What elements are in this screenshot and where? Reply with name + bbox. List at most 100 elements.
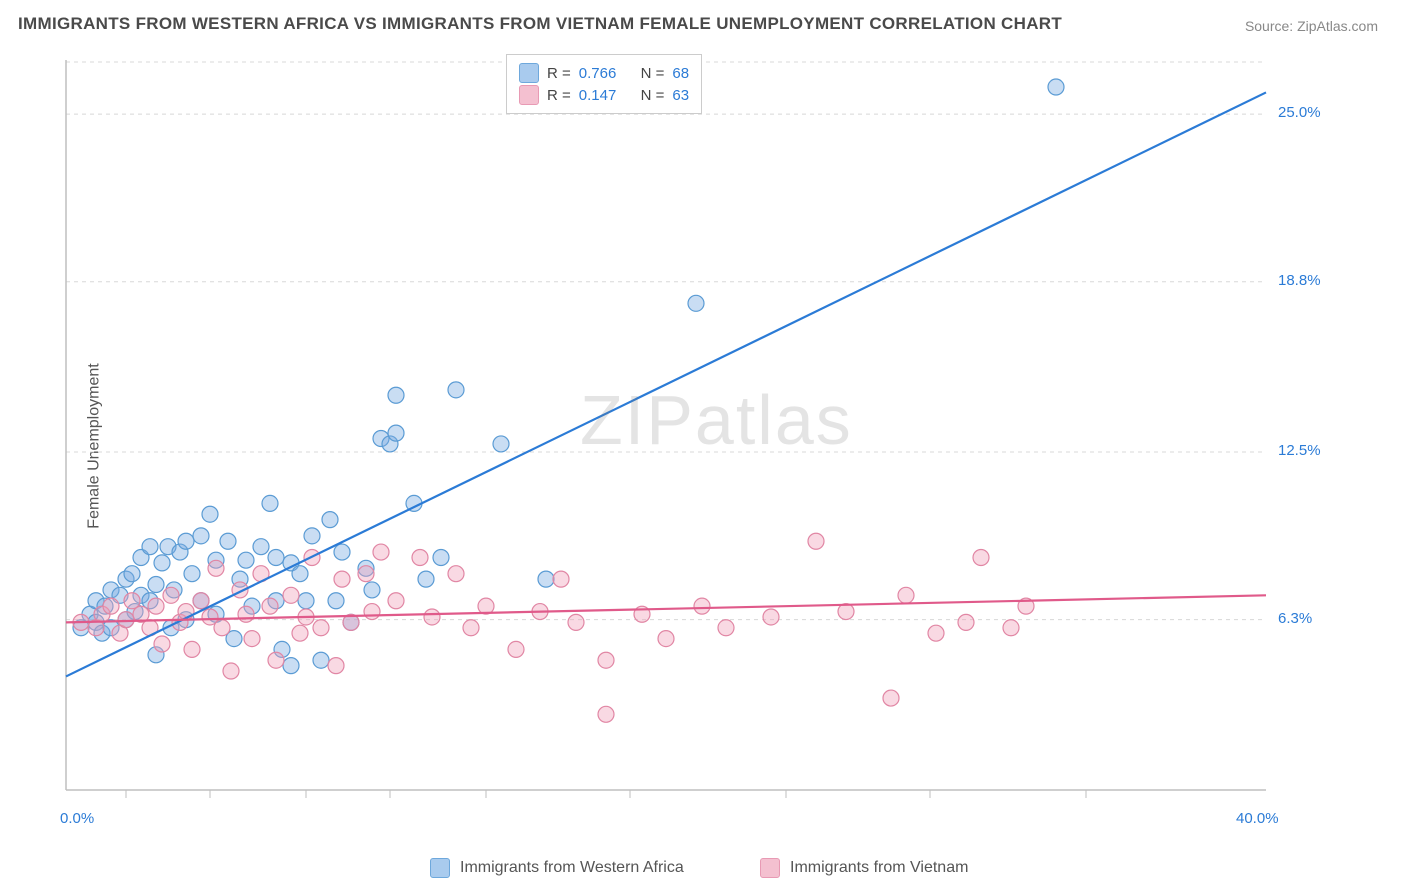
chart-title: IMMIGRANTS FROM WESTERN AFRICA VS IMMIGR… — [18, 14, 1062, 34]
data-point — [334, 571, 350, 587]
data-point — [1003, 620, 1019, 636]
data-point — [202, 506, 218, 522]
data-point — [598, 652, 614, 668]
data-point — [508, 641, 524, 657]
data-point — [322, 512, 338, 528]
data-point — [538, 571, 554, 587]
legend-swatch — [760, 858, 780, 878]
series-legend-label: Immigrants from Vietnam — [790, 859, 968, 877]
data-point — [262, 495, 278, 511]
data-point — [154, 555, 170, 571]
data-point — [328, 658, 344, 674]
data-point — [493, 436, 509, 452]
data-point — [223, 663, 239, 679]
data-point — [148, 577, 164, 593]
regression-line — [66, 92, 1266, 676]
data-point — [283, 658, 299, 674]
data-point — [208, 560, 224, 576]
data-point — [253, 539, 269, 555]
data-point — [358, 566, 374, 582]
data-point — [433, 549, 449, 565]
data-point — [193, 593, 209, 609]
data-point — [163, 587, 179, 603]
legend-r-value: 0.766 — [579, 65, 617, 82]
data-point — [658, 631, 674, 647]
data-point — [718, 620, 734, 636]
data-point — [178, 533, 194, 549]
data-point — [124, 566, 140, 582]
chart-svg — [56, 50, 1336, 830]
data-point — [238, 552, 254, 568]
y-tick-label: 25.0% — [1278, 104, 1321, 121]
data-point — [763, 609, 779, 625]
legend-r-value: 0.147 — [579, 87, 617, 104]
legend-swatch — [430, 858, 450, 878]
data-point — [688, 295, 704, 311]
x-min-label: 0.0% — [60, 810, 94, 827]
data-point — [268, 652, 284, 668]
data-point — [364, 604, 380, 620]
data-point — [268, 549, 284, 565]
series-legend-item: Immigrants from Western Africa — [430, 858, 684, 878]
data-point — [220, 533, 236, 549]
legend-swatch — [519, 63, 539, 83]
legend-r-label: R = — [547, 87, 571, 104]
data-point — [142, 539, 158, 555]
source-value: ZipAtlas.com — [1297, 18, 1378, 34]
data-point — [694, 598, 710, 614]
data-point — [262, 598, 278, 614]
data-point — [364, 582, 380, 598]
data-point — [973, 549, 989, 565]
legend-n-label: N = — [641, 65, 665, 82]
data-point — [808, 533, 824, 549]
series-legend-label: Immigrants from Western Africa — [460, 859, 684, 877]
data-point — [1048, 79, 1064, 95]
data-point — [148, 598, 164, 614]
data-point — [313, 652, 329, 668]
legend-n-label: N = — [641, 87, 665, 104]
source-label: Source: — [1245, 18, 1293, 34]
data-point — [292, 566, 308, 582]
data-point — [238, 606, 254, 622]
data-point — [283, 587, 299, 603]
data-point — [424, 609, 440, 625]
data-point — [184, 641, 200, 657]
legend-n-value: 68 — [672, 65, 689, 82]
source-credit: Source: ZipAtlas.com — [1245, 18, 1378, 34]
data-point — [313, 620, 329, 636]
data-point — [373, 544, 389, 560]
data-point — [928, 625, 944, 641]
correlation-legend: R = 0.766 N = 68 R = 0.147 N = 63 — [506, 54, 702, 114]
data-point — [418, 571, 434, 587]
series-legend-item: Immigrants from Vietnam — [760, 858, 968, 878]
data-point — [448, 382, 464, 398]
data-point — [193, 528, 209, 544]
data-point — [304, 528, 320, 544]
y-tick-label: 18.8% — [1278, 272, 1321, 289]
data-point — [388, 387, 404, 403]
data-point — [898, 587, 914, 603]
data-point — [328, 593, 344, 609]
chart-plot-area — [56, 50, 1336, 830]
data-point — [124, 593, 140, 609]
y-tick-label: 12.5% — [1278, 442, 1321, 459]
data-point — [388, 425, 404, 441]
data-point — [568, 614, 584, 630]
data-point — [463, 620, 479, 636]
legend-row: R = 0.147 N = 63 — [519, 85, 689, 105]
data-point — [553, 571, 569, 587]
data-point — [334, 544, 350, 560]
data-point — [412, 549, 428, 565]
data-point — [103, 598, 119, 614]
data-point — [244, 631, 260, 647]
data-point — [388, 593, 404, 609]
data-point — [118, 612, 134, 628]
data-point — [154, 636, 170, 652]
data-point — [598, 706, 614, 722]
y-tick-label: 6.3% — [1278, 610, 1312, 627]
legend-r-label: R = — [547, 65, 571, 82]
x-max-label: 40.0% — [1236, 810, 1279, 827]
data-point — [292, 625, 308, 641]
legend-n-value: 63 — [672, 87, 689, 104]
data-point — [448, 566, 464, 582]
